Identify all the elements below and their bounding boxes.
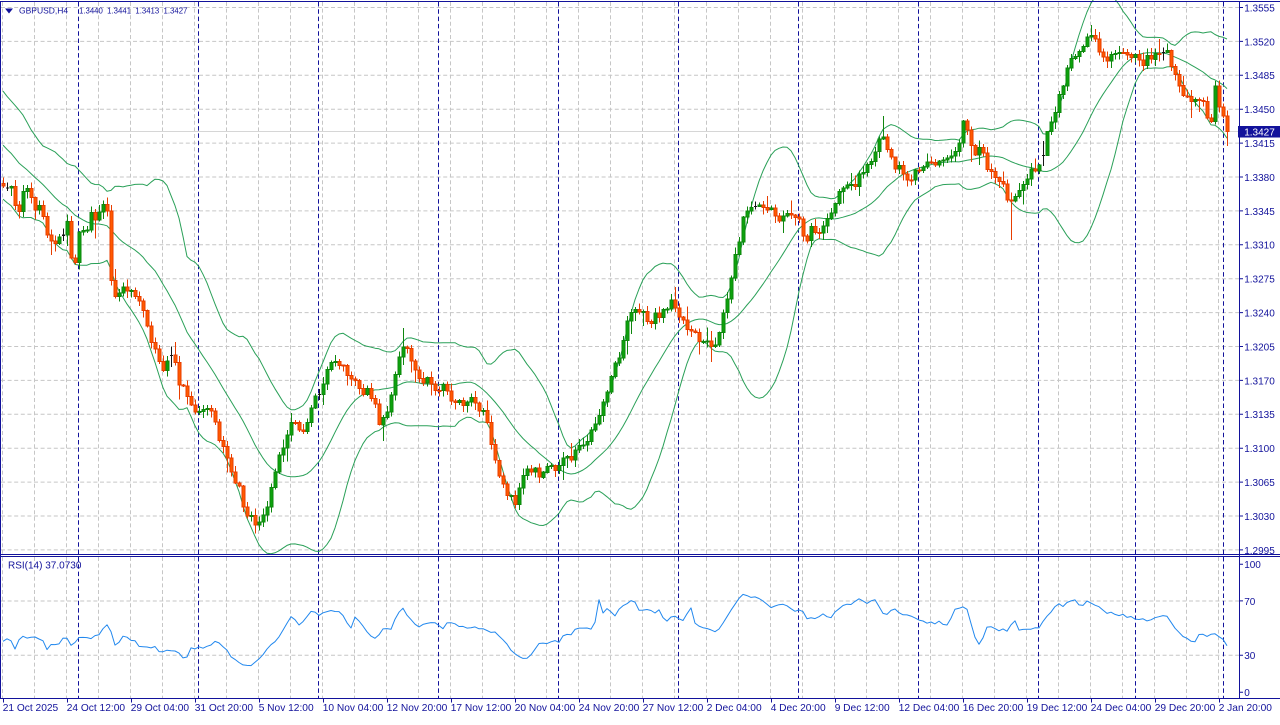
- svg-text:1.3065: 1.3065: [1244, 478, 1275, 489]
- svg-text:19 Dec 12:00: 19 Dec 12:00: [1027, 703, 1088, 714]
- svg-text:24 Dec 04:00: 24 Dec 04:00: [1091, 703, 1152, 714]
- svg-text:1.3100: 1.3100: [1244, 444, 1275, 455]
- svg-text:1.3427: 1.3427: [1244, 127, 1275, 138]
- svg-text:1.3380: 1.3380: [1244, 173, 1275, 184]
- svg-text:27 Nov 12:00: 27 Nov 12:00: [643, 703, 704, 714]
- svg-text:17 Nov 12:00: 17 Nov 12:00: [451, 703, 512, 714]
- svg-text:1.3415: 1.3415: [1244, 139, 1275, 150]
- svg-text:16 Dec 20:00: 16 Dec 20:00: [963, 703, 1024, 714]
- svg-text:1.3205: 1.3205: [1244, 342, 1275, 353]
- svg-text:12 Nov 20:00: 12 Nov 20:00: [387, 703, 448, 714]
- svg-text:21 Oct 2025: 21 Oct 2025: [3, 703, 59, 714]
- svg-text:29 Oct 04:00: 29 Oct 04:00: [131, 703, 190, 714]
- svg-text:1.3240: 1.3240: [1244, 309, 1275, 320]
- svg-text:1.3135: 1.3135: [1244, 410, 1275, 421]
- svg-text:24 Oct 12:00: 24 Oct 12:00: [67, 703, 126, 714]
- svg-text:1.3555: 1.3555: [1244, 3, 1275, 14]
- svg-text:20 Nov 04:00: 20 Nov 04:00: [515, 703, 576, 714]
- svg-text:2 Jan 20:00: 2 Jan 20:00: [1219, 703, 1273, 714]
- svg-text:RSI(14) 37.0730: RSI(14) 37.0730: [8, 561, 82, 572]
- svg-text:1.3310: 1.3310: [1244, 241, 1275, 252]
- svg-text:30: 30: [1244, 651, 1256, 662]
- svg-text:10 Nov 04:00: 10 Nov 04:00: [323, 703, 384, 714]
- svg-text:1.3030: 1.3030: [1244, 512, 1275, 523]
- svg-text:1.3440 1.3441 1.3413 1.3427: 1.3440 1.3441 1.3413 1.3427: [79, 6, 187, 15]
- svg-text:1.3520: 1.3520: [1244, 37, 1275, 48]
- svg-text:100: 100: [1244, 560, 1261, 571]
- svg-text:70: 70: [1244, 597, 1256, 608]
- svg-text:29 Dec 20:00: 29 Dec 20:00: [1155, 703, 1216, 714]
- svg-text:1.3485: 1.3485: [1244, 71, 1275, 82]
- svg-text:4 Dec 20:00: 4 Dec 20:00: [771, 703, 826, 714]
- svg-text:24 Nov 20:00: 24 Nov 20:00: [579, 703, 640, 714]
- svg-text:12 Dec 04:00: 12 Dec 04:00: [899, 703, 960, 714]
- svg-text:1.2995: 1.2995: [1244, 546, 1275, 557]
- svg-text:31 Oct 20:00: 31 Oct 20:00: [195, 703, 254, 714]
- svg-text:GBPUSD,H4: GBPUSD,H4: [19, 5, 68, 15]
- svg-text:0: 0: [1244, 688, 1250, 699]
- svg-text:1.3275: 1.3275: [1244, 275, 1275, 286]
- svg-text:1.3450: 1.3450: [1244, 105, 1275, 116]
- svg-text:1.3345: 1.3345: [1244, 207, 1275, 218]
- svg-text:9 Dec 12:00: 9 Dec 12:00: [835, 703, 890, 714]
- svg-text:2 Dec 04:00: 2 Dec 04:00: [707, 703, 762, 714]
- svg-text:5 Nov 12:00: 5 Nov 12:00: [259, 703, 314, 714]
- svg-text:1.3170: 1.3170: [1244, 376, 1275, 387]
